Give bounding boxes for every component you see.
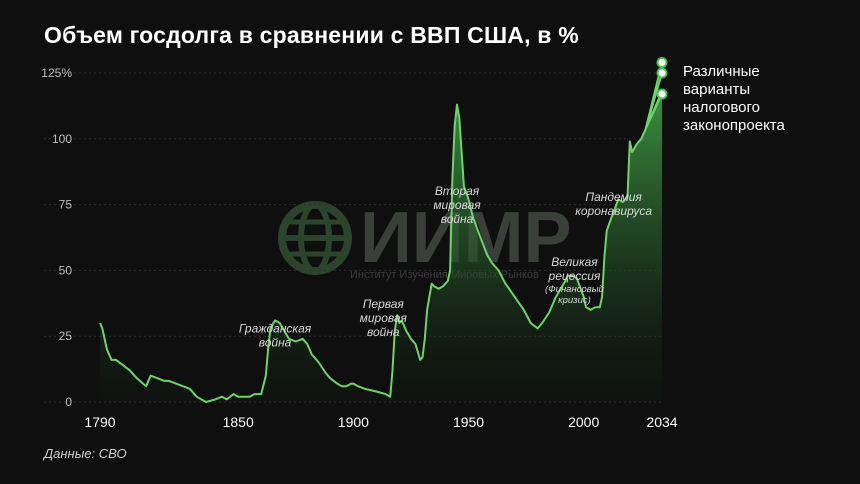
projection-marker bbox=[656, 56, 668, 68]
x-tick-label: 1850 bbox=[223, 414, 254, 430]
projection-marker bbox=[656, 67, 668, 79]
y-tick-label: 0 bbox=[65, 395, 72, 409]
plot-area bbox=[99, 91, 663, 403]
annotation-text: Вторая bbox=[435, 184, 480, 198]
projection-label: варианты bbox=[683, 81, 750, 98]
annotation-subtext: (Финансовый bbox=[545, 284, 605, 295]
annotation-text: Великая bbox=[551, 255, 598, 269]
annotation-text: война bbox=[367, 325, 400, 339]
chart-title: Объем госдолга в сравнении с ВВП США, в … bbox=[44, 22, 579, 48]
annotation-text: Гражданская bbox=[239, 322, 312, 336]
y-axis-ticks: 0 25 50 75 100 125% bbox=[41, 66, 72, 409]
annotation-text: Пандемия bbox=[585, 190, 642, 204]
projection-marker bbox=[656, 88, 668, 100]
annotations: ГражданскаявойнаПерваямироваявойнаВторая… bbox=[239, 184, 652, 350]
annotation-text: рецессия bbox=[548, 269, 601, 283]
annotation-text: мировая bbox=[360, 311, 408, 325]
annotation-text: Первая bbox=[363, 297, 405, 311]
projection-label: законопроекта bbox=[683, 117, 786, 134]
annotation-text: коронавируса bbox=[575, 204, 652, 218]
x-tick-label: 2034 bbox=[646, 414, 677, 430]
x-tick-label: 2000 bbox=[568, 414, 599, 430]
x-tick-label: 1950 bbox=[453, 414, 484, 430]
y-tick-label: 25 bbox=[59, 329, 73, 343]
y-tick-label: 75 bbox=[59, 198, 73, 212]
y-tick-label: 125% bbox=[41, 66, 72, 80]
projection-label: налогового bbox=[683, 99, 760, 116]
annotation-subtext: кризис) bbox=[558, 295, 591, 306]
globe-icon bbox=[278, 201, 352, 275]
series-line bbox=[99, 91, 663, 403]
annotation-text: мировая bbox=[433, 198, 481, 212]
x-tick-label: 1900 bbox=[338, 414, 369, 430]
annotation-text: война bbox=[441, 212, 474, 226]
x-tick-label: 1790 bbox=[84, 414, 115, 430]
projection-line bbox=[644, 72, 663, 129]
annotation-text: война bbox=[259, 336, 292, 350]
x-axis-ticks: 1790 1850 1900 1950 2000 2034 bbox=[84, 414, 677, 430]
projection-line bbox=[644, 93, 663, 129]
watermark: ИИМР Институт Изучения Мировых Рынков bbox=[278, 198, 572, 281]
projection-label: Различные bbox=[683, 63, 760, 80]
data-source: Данные: СВО bbox=[44, 446, 127, 461]
y-tick-label: 100 bbox=[52, 132, 72, 146]
y-tick-label: 50 bbox=[59, 263, 73, 277]
series-area bbox=[100, 91, 662, 403]
